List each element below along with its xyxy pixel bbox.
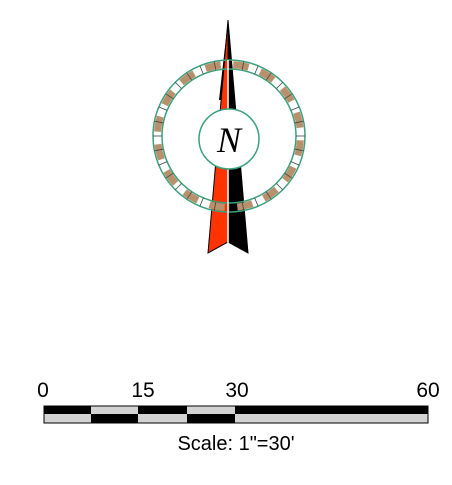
scale-seg-top-5 (235, 406, 428, 414)
ring-tick (276, 183, 284, 191)
scale-caption: Scale: 1"=30' (177, 433, 294, 455)
ring-tick (186, 191, 193, 200)
scale-seg-top-4 (187, 406, 235, 414)
scale-bar-frame (43, 405, 429, 424)
scale-tick-label-30: 30 (225, 379, 248, 402)
ring-tick (158, 161, 168, 166)
ring-segment (182, 189, 200, 204)
scale-seg-bottom-1 (44, 414, 91, 423)
scale-seg-bottom-2 (91, 414, 138, 423)
scale-tick-label-0: 0 (37, 379, 49, 402)
ring-tick (265, 72, 272, 81)
scale-tick-label-15: 15 (131, 379, 154, 402)
ring-tick (241, 61, 245, 71)
ring-tick (254, 197, 259, 207)
ring-segment (154, 115, 164, 133)
ring-tick (165, 172, 174, 179)
north-circle (198, 108, 260, 170)
ring-tick (213, 201, 217, 211)
ring-tick (265, 191, 272, 200)
ring-tick (241, 201, 245, 211)
ring-segment (294, 139, 304, 157)
ring-tick (290, 106, 300, 111)
ring-segment (279, 86, 295, 103)
ring-tick (199, 197, 204, 207)
ring-tick (294, 120, 304, 124)
ring-segment (232, 61, 250, 71)
scale-tick-label-60: 60 (416, 379, 439, 402)
ring-tick (174, 81, 182, 89)
ring-tick (284, 93, 293, 100)
ring-segment (282, 165, 297, 183)
scale-seg-top-2 (91, 406, 138, 414)
ring-segment (179, 70, 196, 86)
ring-segment (161, 89, 176, 107)
compass-ring (152, 59, 306, 213)
ring-tick (186, 72, 193, 81)
ring-tick (254, 65, 259, 75)
ring-tick (165, 93, 174, 100)
scale-seg-top-1 (44, 406, 91, 414)
ring-segment (236, 200, 254, 211)
ring-segment (154, 143, 165, 161)
scale-seg-bottom-4 (187, 414, 235, 423)
ring-tick (213, 61, 217, 71)
ring-segment (258, 68, 276, 83)
ring-segment (293, 111, 304, 129)
ring-tick (199, 65, 204, 75)
ring-tick (158, 106, 168, 111)
scale-bar: 0 15 30 60 Scale: 1"=30' (37, 379, 440, 455)
ring-tick (174, 183, 182, 191)
scale-seg-top-3 (138, 406, 187, 414)
ring-tick (154, 120, 164, 124)
ring-tick (284, 172, 293, 179)
north-arrow-icon: N (152, 19, 306, 254)
scale-seg-bottom-3 (138, 414, 187, 423)
north-letter: N (216, 120, 243, 160)
scale-seg-bottom-5 (235, 414, 428, 423)
ring-tick (276, 81, 284, 89)
ring-segment (262, 186, 279, 202)
ring-tick (290, 161, 300, 166)
ring-segment (208, 201, 226, 211)
ring-tick (294, 148, 304, 152)
ring-tick (154, 148, 164, 152)
ring-segment (163, 169, 179, 186)
ring-segment (204, 61, 222, 72)
